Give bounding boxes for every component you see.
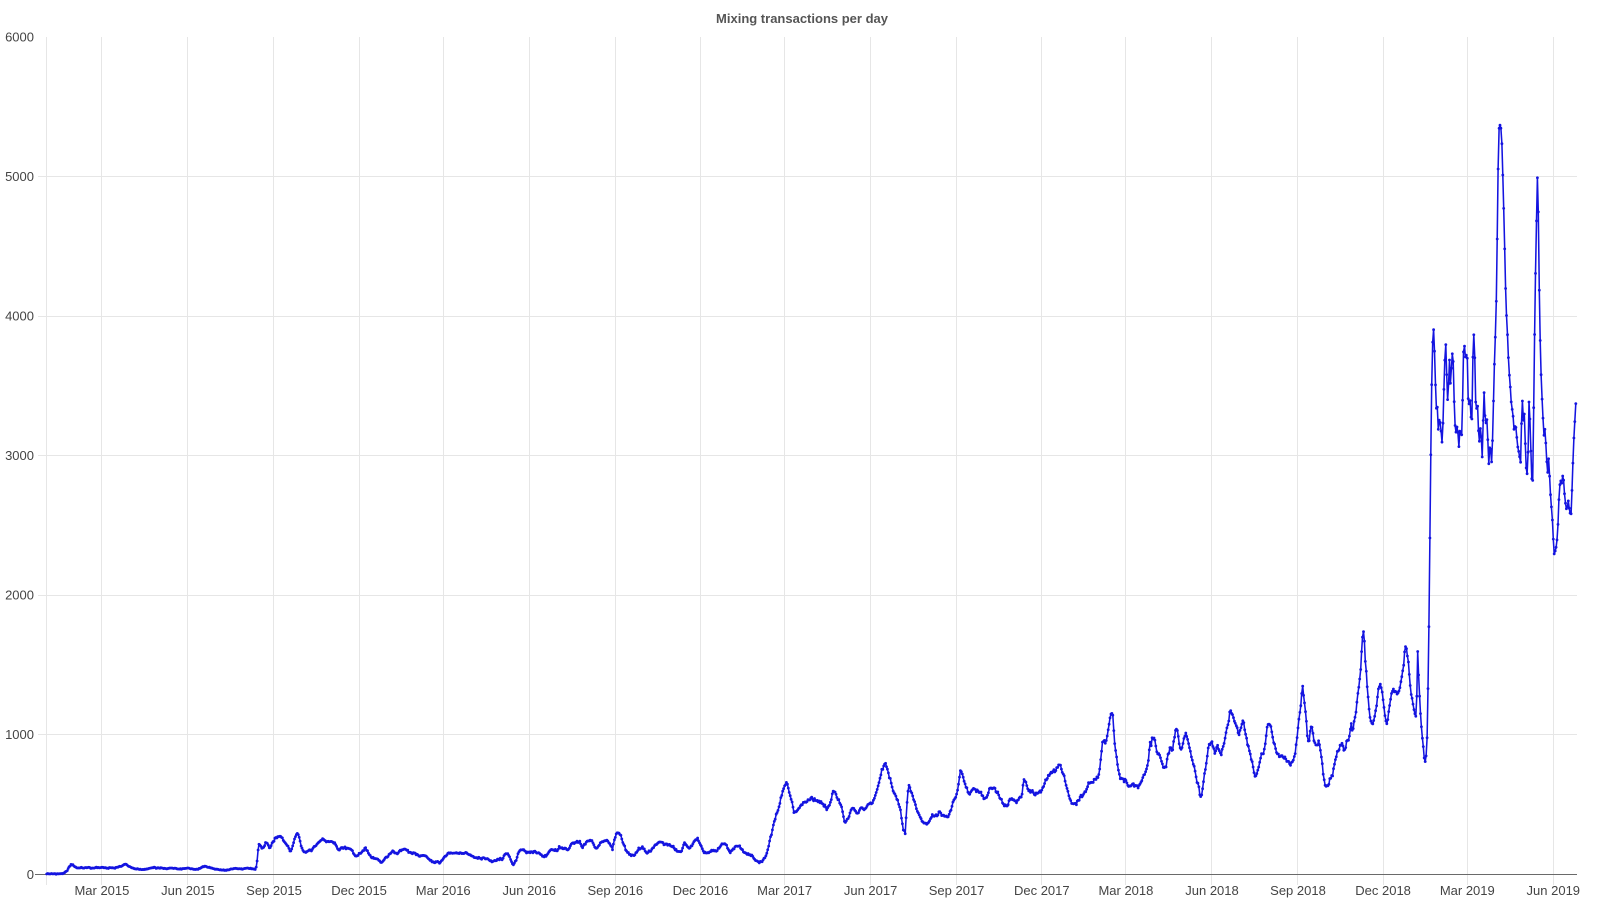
svg-text:3000: 3000 xyxy=(5,448,34,463)
svg-text:Dec 2018: Dec 2018 xyxy=(1355,883,1411,898)
svg-text:Sep 2018: Sep 2018 xyxy=(1270,883,1326,898)
svg-text:5000: 5000 xyxy=(5,169,34,184)
svg-text:Jun 2019: Jun 2019 xyxy=(1527,883,1581,898)
svg-text:6000: 6000 xyxy=(5,29,34,44)
svg-text:Jun 2015: Jun 2015 xyxy=(161,883,215,898)
svg-text:1000: 1000 xyxy=(5,727,34,742)
svg-text:Mar 2016: Mar 2016 xyxy=(416,883,471,898)
svg-text:Sep 2017: Sep 2017 xyxy=(929,883,985,898)
svg-text:Jun 2016: Jun 2016 xyxy=(503,883,557,898)
svg-text:Dec 2017: Dec 2017 xyxy=(1014,883,1070,898)
svg-text:Dec 2015: Dec 2015 xyxy=(331,883,387,898)
svg-text:Jun 2017: Jun 2017 xyxy=(844,883,898,898)
svg-text:Mar 2019: Mar 2019 xyxy=(1440,883,1495,898)
svg-text:0: 0 xyxy=(27,867,34,882)
svg-text:4000: 4000 xyxy=(5,309,34,324)
svg-text:Sep 2016: Sep 2016 xyxy=(587,883,643,898)
svg-text:Mixing transactions per day: Mixing transactions per day xyxy=(716,11,889,26)
svg-text:Sep 2015: Sep 2015 xyxy=(246,883,302,898)
svg-text:Dec 2016: Dec 2016 xyxy=(673,883,729,898)
svg-text:Mar 2017: Mar 2017 xyxy=(757,883,812,898)
svg-text:Jun 2018: Jun 2018 xyxy=(1185,883,1239,898)
svg-text:2000: 2000 xyxy=(5,588,34,603)
svg-text:Mar 2018: Mar 2018 xyxy=(1098,883,1153,898)
svg-text:Mar 2015: Mar 2015 xyxy=(74,883,129,898)
